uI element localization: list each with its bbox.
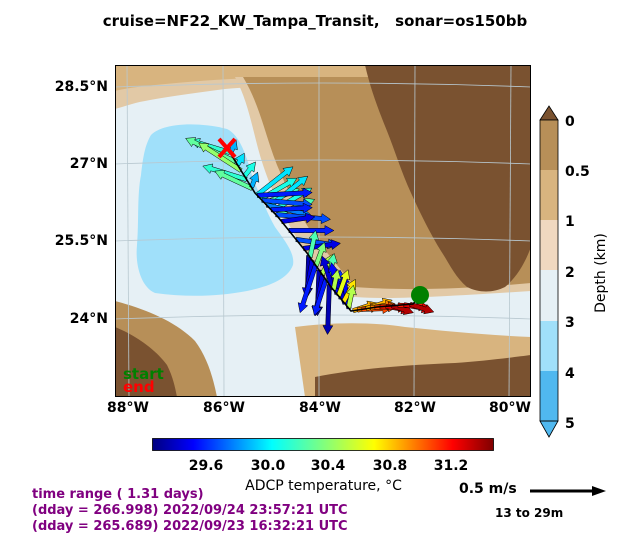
scale-arrow [530, 486, 606, 496]
depth-colorbar [539, 105, 559, 438]
depth-tick-5: 5 [565, 416, 575, 432]
lat-label-27: 27°N [69, 156, 108, 172]
deep-basin [136, 124, 294, 296]
temp-tick-31-2: 31.2 [433, 458, 469, 474]
velocity-vectors [185, 137, 435, 336]
depth-tick-0-5: 0.5 [565, 164, 590, 180]
lon-label-86: 86°W [203, 400, 245, 416]
end-time: (dday = 266.998) 2022/09/24 23:57:21 UTC [32, 503, 348, 518]
temperature-colorbar-label: ADCP temperature, °C [245, 478, 402, 494]
velocity-arrow [313, 241, 327, 267]
legend-start: start [123, 365, 164, 383]
scale-label: 0.5 m/s [459, 481, 517, 497]
depth-tick-0: 0 [565, 114, 575, 130]
velocity-arrow [322, 284, 334, 336]
start-time: (dday = 265.689) 2022/09/23 16:32:21 UTC [32, 519, 348, 534]
velocity-arrow [311, 278, 329, 316]
temp-tick-30-4: 30.4 [310, 458, 346, 474]
velocity-arrow [270, 202, 313, 214]
legend-end: end [123, 378, 155, 396]
velocity-arrow [214, 170, 254, 191]
velocity-arrow [297, 264, 319, 314]
velocity-arrow [336, 269, 351, 298]
ship-track [226, 147, 421, 312]
lon-label-84: 84°W [299, 400, 341, 416]
time-range: time range ( 1.31 days) [32, 487, 204, 502]
lat-label-24: 24°N [69, 311, 108, 327]
lon-label-88: 88°W [107, 400, 149, 416]
lat-label-25-5: 25.5°N [54, 233, 108, 249]
temp-tick-30-0: 30.0 [250, 458, 286, 474]
end-marker [217, 137, 237, 159]
lon-label-80: 80°W [489, 400, 531, 416]
start-marker [411, 286, 429, 304]
florida-land [365, 65, 531, 292]
velocity-arrow [202, 163, 248, 182]
temp-tick-29-6: 29.6 [188, 458, 224, 474]
graticule [115, 65, 531, 397]
depth-range: 13 to 29m [495, 506, 564, 520]
velocity-arrow [281, 212, 316, 224]
velocity-arrow [390, 303, 414, 316]
velocity-arrow [256, 187, 313, 199]
depth-colorbar-label: Depth (km) [593, 233, 609, 313]
lat-label-28-5: 28.5°N [54, 79, 108, 95]
plot-title: cruise=NF22_KW_Tampa_Transit, sonar=os15… [102, 12, 528, 30]
depth-tick-4: 4 [565, 366, 575, 382]
depth-tick-2: 2 [565, 265, 575, 281]
depth-tick-1: 1 [565, 214, 575, 230]
yucatan-land [115, 327, 177, 397]
map [115, 65, 531, 397]
temperature-colorbar [152, 438, 494, 451]
cuba-land [315, 355, 531, 397]
velocity-arrow [288, 225, 335, 236]
lon-label-82: 82°W [394, 400, 436, 416]
depth-tick-3: 3 [565, 315, 575, 331]
temp-tick-30-8: 30.8 [372, 458, 408, 474]
velocity-arrow [255, 166, 294, 198]
